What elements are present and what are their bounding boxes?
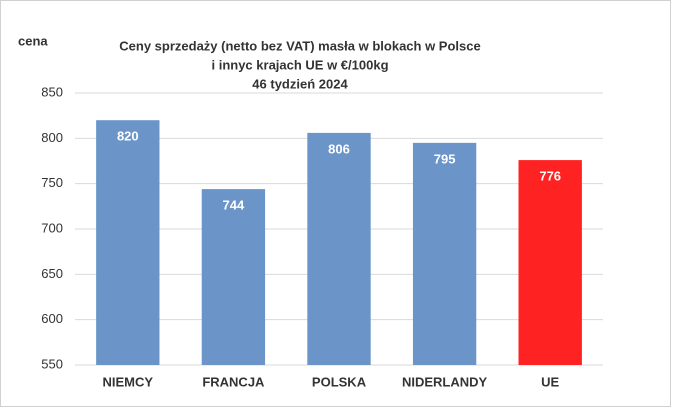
y-tick-label: 650 bbox=[41, 266, 63, 281]
x-tick-label: NIEMCY bbox=[103, 374, 154, 389]
x-tick-label: NIDERLANDY bbox=[402, 374, 488, 389]
bar bbox=[307, 132, 371, 365]
y-tick-label: 800 bbox=[41, 130, 63, 145]
bar bbox=[96, 120, 160, 365]
y-tick-label: 750 bbox=[41, 175, 63, 190]
bar bbox=[412, 142, 477, 365]
chart-title: Ceny sprzedaży (netto bez VAT) masła w b… bbox=[119, 38, 480, 53]
y-tick-label: 600 bbox=[41, 311, 63, 326]
data-label: 820 bbox=[117, 129, 139, 144]
x-tick-label: UE bbox=[541, 374, 559, 389]
bar bbox=[201, 189, 266, 365]
y-tick-label: 700 bbox=[41, 220, 63, 235]
bar bbox=[518, 160, 582, 365]
x-tick-label: FRANCJA bbox=[202, 374, 265, 389]
chart-title: 46 tydzień 2024 bbox=[252, 76, 348, 91]
data-label: 744 bbox=[223, 198, 245, 213]
chart-title: i innyc krajach UE w €/100kg bbox=[211, 57, 388, 72]
data-label: 806 bbox=[328, 141, 350, 156]
y-axis-label: cena bbox=[18, 33, 48, 48]
x-tick-label: POLSKA bbox=[312, 374, 367, 389]
y-tick-label: 850 bbox=[41, 84, 63, 99]
y-tick-label: 550 bbox=[41, 356, 63, 371]
data-label: 776 bbox=[539, 169, 561, 184]
data-label: 795 bbox=[434, 151, 456, 166]
